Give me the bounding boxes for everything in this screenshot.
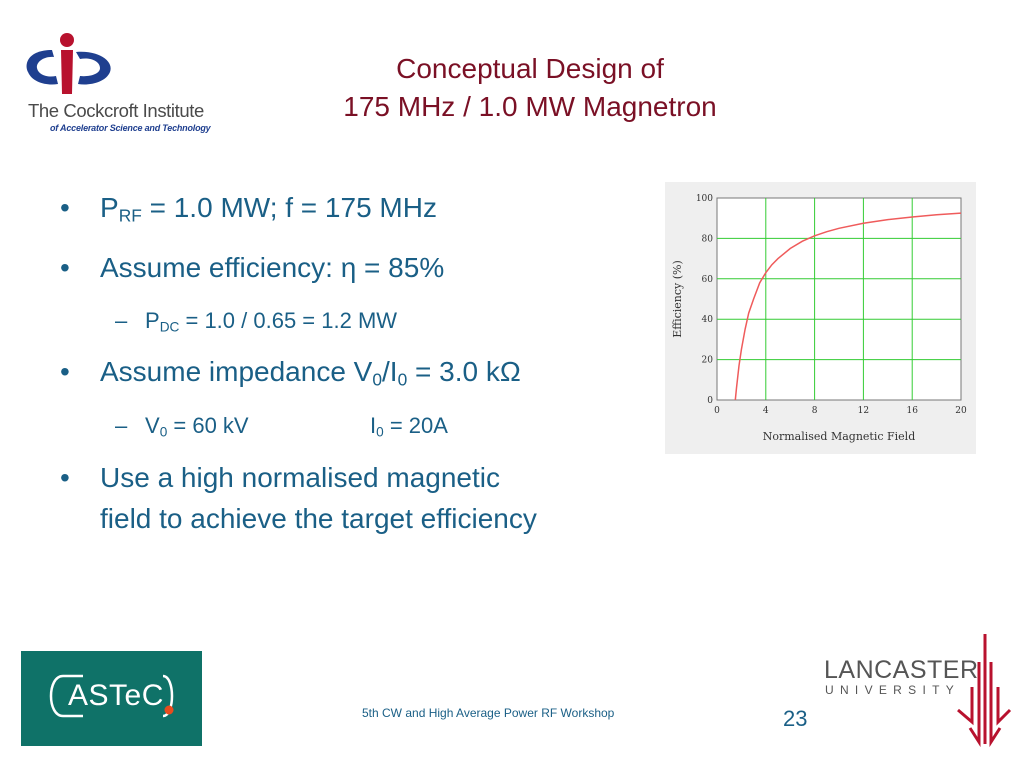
lancaster-university-logo: LANCASTER UNIVERSITY	[822, 632, 1012, 747]
lancaster-logo-mark	[957, 634, 1012, 747]
sub-bullet-voltage: V0 = 60 kV	[145, 413, 249, 440]
footer-workshop-text: 5th CW and High Average Power RF Worksho…	[362, 706, 615, 720]
dash-symbol: –	[115, 308, 128, 333]
title-line-2: 175 MHz / 1.0 MW Magnetron	[343, 91, 717, 122]
x-tick-label: 16	[906, 406, 918, 416]
bullet-symbol: •	[60, 462, 70, 493]
efficiency-chart-svg: 0 4 8 12 16 20 0 20 40 60 80 100 Normalised Magneti…	[671, 194, 967, 443]
title-line-1: Conceptual Design of	[396, 53, 664, 84]
efficiency-curve	[734, 212, 962, 401]
x-tick-label: 20	[955, 406, 967, 416]
efficiency-chart: 0 4 8 12 16 20 0 20 40 60 80 100 Normalised Magneti…	[665, 182, 976, 454]
y-tick-label: 60	[702, 275, 714, 285]
cockcroft-logo-tagline: of Accelerator Science and Technology	[50, 123, 211, 133]
dash-symbol: –	[115, 413, 128, 438]
x-tick-label: 4	[763, 406, 769, 416]
cockcroft-logo-mark	[26, 33, 111, 94]
x-tick-label: 8	[812, 406, 818, 416]
lancaster-logo-sub: UNIVERSITY	[825, 683, 961, 697]
bullet-text: Assume efficiency: η = 85%	[100, 252, 445, 283]
y-tick-label: 20	[702, 356, 714, 366]
cockcroft-institute-logo: The Cockcroft Institute of Accelerator S…	[18, 28, 218, 136]
astec-logo-text: ASTeC	[68, 679, 164, 712]
y-axis-label: Efficiency (%)	[671, 260, 684, 338]
page-number: 23	[783, 706, 808, 731]
bullet-text-line-1: Use a high normalised magnetic	[100, 462, 500, 493]
y-tick-label: 40	[702, 315, 714, 325]
bullet-symbol: •	[60, 252, 70, 283]
bullet-symbol: •	[60, 356, 70, 387]
bullet-symbol: •	[60, 192, 70, 223]
chart-grid	[717, 198, 961, 400]
bullet-text: Assume impedance V0/I0 = 3.0 kΩ	[100, 356, 521, 390]
sub-bullet-text: PDC = 1.0 / 0.65 = 1.2 MW	[145, 308, 398, 335]
x-tick-label: 0	[714, 406, 720, 416]
x-axis-label: Normalised Magnetic Field	[763, 430, 916, 443]
y-tick-label: 80	[702, 234, 714, 244]
astec-logo: ASTeC	[21, 651, 202, 746]
y-tick-label: 100	[696, 194, 713, 204]
bullet-text: PRF = 1.0 MW; f = 175 MHz	[100, 192, 437, 226]
plot-area	[716, 197, 962, 401]
chart-tick-labels: 0 4 8 12 16 20 0 20 40 60 80 100	[696, 194, 967, 416]
slide-title: Conceptual Design of 175 MHz / 1.0 MW Ma…	[250, 50, 810, 126]
bullet-text-line-2: field to achieve the target efficiency	[100, 503, 537, 534]
x-tick-label: 12	[858, 406, 869, 416]
cockcroft-logo-name: The Cockcroft Institute	[28, 100, 204, 121]
sub-bullet-current: I0 = 20A	[370, 413, 448, 440]
y-tick-label: 0	[707, 396, 713, 406]
lancaster-logo-name: LANCASTER	[824, 656, 979, 684]
astec-logo-mark	[49, 674, 174, 718]
